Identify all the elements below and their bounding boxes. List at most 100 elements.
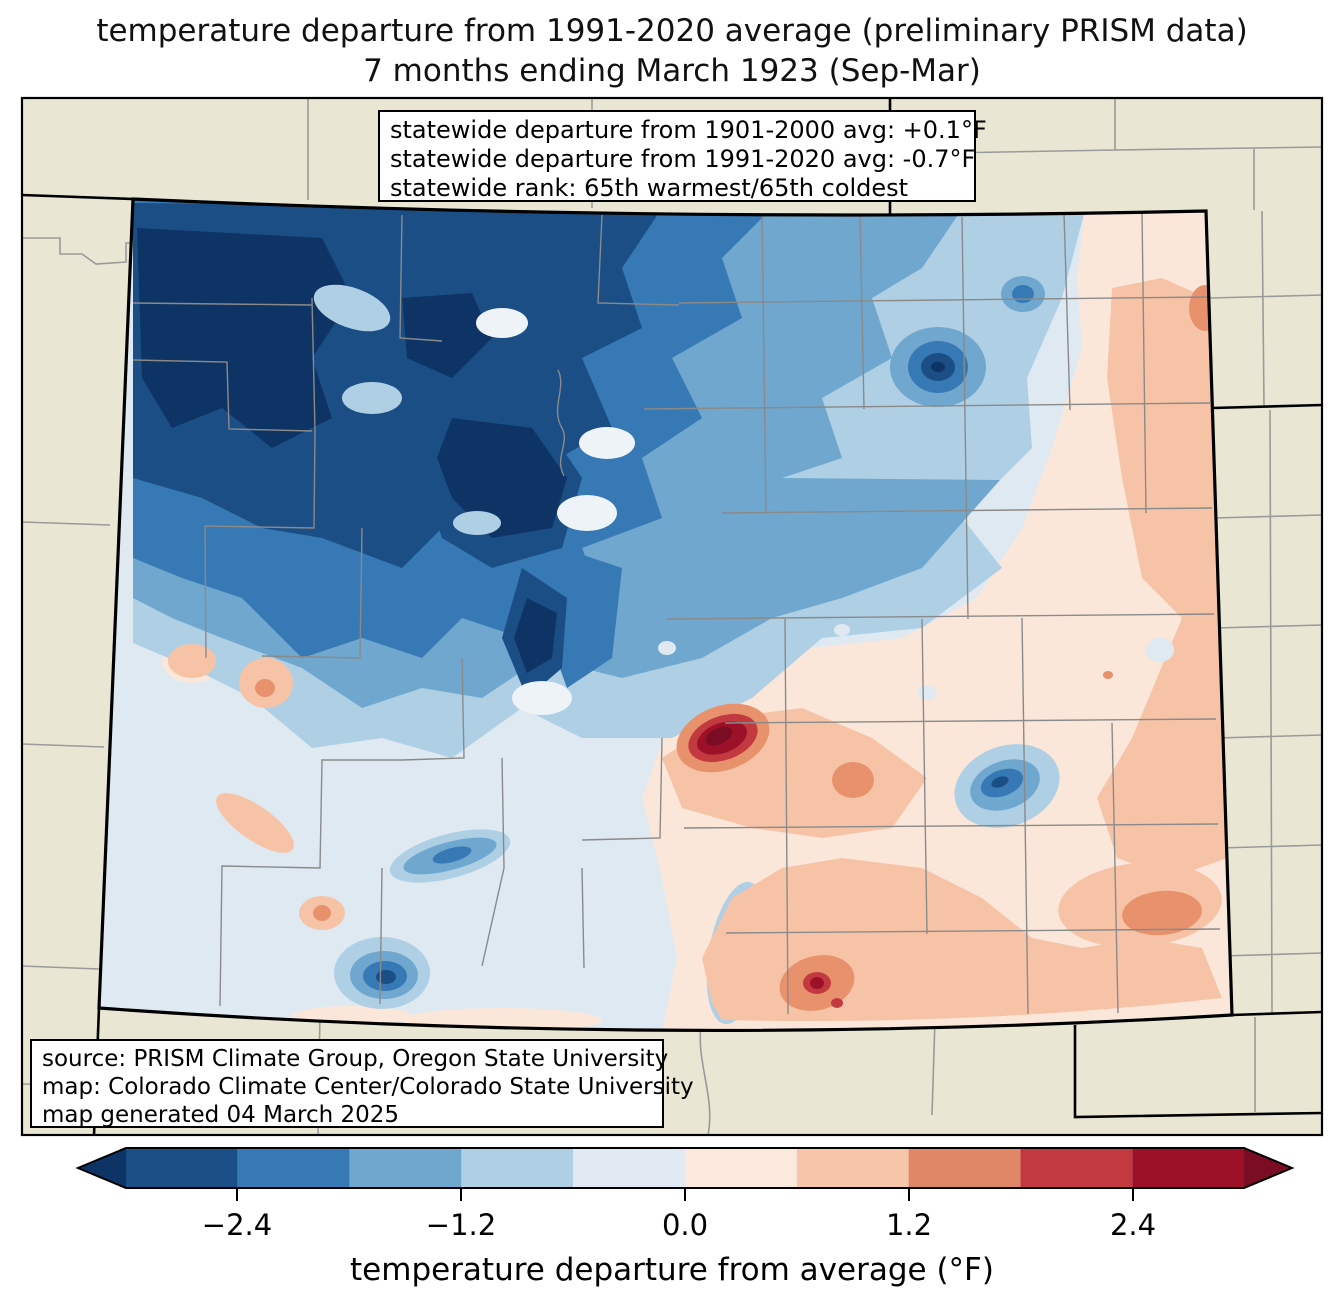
- county-line: [1215, 624, 1323, 629]
- map-credit-line: map: Colorado Climate Center/Colorado St…: [42, 1074, 694, 1100]
- state-county-lines: [132, 211, 1221, 1015]
- colorbar-tick-label: −1.2: [426, 1208, 496, 1242]
- contour-blob: [376, 970, 396, 984]
- county-line: [219, 657, 465, 1007]
- county-line: [1269, 409, 1273, 1014]
- colorbar-segment: [349, 1148, 462, 1188]
- contour-blob: [168, 644, 216, 678]
- contour-blob: [476, 308, 528, 338]
- county-line: [581, 737, 663, 841]
- axes-frame: [20, 96, 1324, 1137]
- colorbar-extend-high: [1244, 1148, 1292, 1188]
- county-line: [724, 718, 1217, 724]
- county-line: [931, 1018, 936, 1116]
- state-border-line: [21, 193, 134, 201]
- contour-blob: [579, 427, 635, 459]
- colorbar-segment: [237, 1148, 350, 1188]
- colorbar-tick-label: 0.0: [662, 1208, 708, 1242]
- source-attribution-box: source: PRISM Climate Group, Oregon Stat…: [30, 1039, 694, 1128]
- county-line: [1261, 210, 1265, 407]
- contour-blob: [1103, 671, 1113, 679]
- stats-line-rank: statewide rank: 65th warmest/65th coldes…: [390, 174, 909, 202]
- contour-blob: [810, 977, 824, 989]
- contour-blob: [137, 228, 352, 448]
- county-line: [261, 527, 363, 659]
- county-line: [1213, 514, 1323, 519]
- contour-blob: [931, 362, 945, 372]
- statewide-stats-box: statewide departure from 1901-2000 avg: …: [378, 110, 987, 202]
- map-axes: [20, 96, 1324, 1137]
- colorbar-extend-low: [78, 1148, 126, 1188]
- county-line: [921, 618, 928, 935]
- county-line: [699, 1019, 711, 1136]
- contour-blob: [216, 793, 294, 853]
- map-title-line2: 7 months ending March 1923 (Sep-Mar): [363, 53, 981, 89]
- colorbar: −2.4 −1.2 0.0 1.2 2.4 temperature depart…: [75, 1147, 1295, 1288]
- colorbar-segment: [573, 1148, 685, 1188]
- contour-blob: [437, 418, 567, 538]
- county-line: [21, 743, 105, 748]
- colorbar-segment: [908, 1148, 1021, 1188]
- county-line: [556, 369, 565, 477]
- county-line: [597, 214, 680, 306]
- county-line: [761, 213, 767, 514]
- county-line: [1021, 617, 1029, 1015]
- county-line: [643, 402, 1211, 410]
- county-line: [683, 823, 1219, 829]
- colorbar-outline: [75, 1147, 1295, 1189]
- colorbar-segments: [78, 1148, 1292, 1188]
- map-title-line1: temperature departure from 1991-2020 ave…: [96, 13, 1248, 49]
- contour-blob: [512, 681, 572, 715]
- contour-blob: [991, 776, 1009, 788]
- contour-blob: [342, 382, 402, 414]
- state-border-line: [1231, 1010, 1323, 1017]
- county-line: [859, 215, 865, 410]
- county-line: [721, 507, 1213, 514]
- county-line: [22, 237, 132, 265]
- contour-blob: [1122, 890, 1202, 936]
- contour-layer-navy: [137, 228, 945, 673]
- colorbar-tick-labels: −2.4 −1.2 0.0 1.2 2.4: [202, 1208, 1156, 1242]
- county-line: [481, 757, 505, 967]
- contour-blob: [255, 679, 275, 697]
- state-border-line: [1073, 1025, 1323, 1119]
- contour-blob: [832, 762, 874, 798]
- contour-blob: [313, 284, 391, 332]
- contour-blob: [432, 846, 472, 864]
- contour-blob: [453, 511, 501, 535]
- county-line: [1141, 211, 1147, 514]
- county-line: [678, 296, 1209, 304]
- generated-date-line: map generated 04 March 2025: [42, 1102, 400, 1128]
- stats-line-1991-2020: statewide departure from 1991-2020 avg: …: [390, 145, 976, 173]
- county-line: [399, 214, 443, 342]
- colorbar-tick-label: −2.4: [202, 1208, 272, 1242]
- contour-blob: [1097, 278, 1227, 878]
- county-line: [1111, 722, 1119, 1014]
- contour-layer-holes-light: [313, 284, 501, 535]
- contour-layer-holes-white: [476, 308, 635, 715]
- contour-blob: [514, 598, 557, 673]
- state-border-line: [1211, 403, 1323, 410]
- contour-blob: [831, 998, 843, 1008]
- contour-layer-spots-cool: [658, 624, 1174, 700]
- county-line: [132, 359, 313, 432]
- colorbar-tick-label: 2.4: [1110, 1208, 1156, 1242]
- colorbar-segment: [461, 1148, 574, 1188]
- county-line: [379, 867, 383, 1005]
- county-line: [1063, 212, 1071, 411]
- colorbar-segment: [796, 1148, 909, 1188]
- county-line: [581, 867, 585, 969]
- county-line: [1209, 294, 1323, 299]
- county-line: [725, 928, 1221, 934]
- colorbar-segment: [685, 1148, 797, 1188]
- colorbar-tick-label: 1.2: [886, 1208, 932, 1242]
- contour-layer-maroon: [705, 726, 733, 746]
- contour-blob: [1146, 638, 1174, 662]
- contour-blob: [402, 293, 492, 378]
- contour-blob: [917, 686, 937, 700]
- colorbar-segment: [126, 1148, 238, 1188]
- colorbar-axis-label: temperature departure from average (°F): [350, 1252, 994, 1288]
- county-line: [1114, 146, 1323, 151]
